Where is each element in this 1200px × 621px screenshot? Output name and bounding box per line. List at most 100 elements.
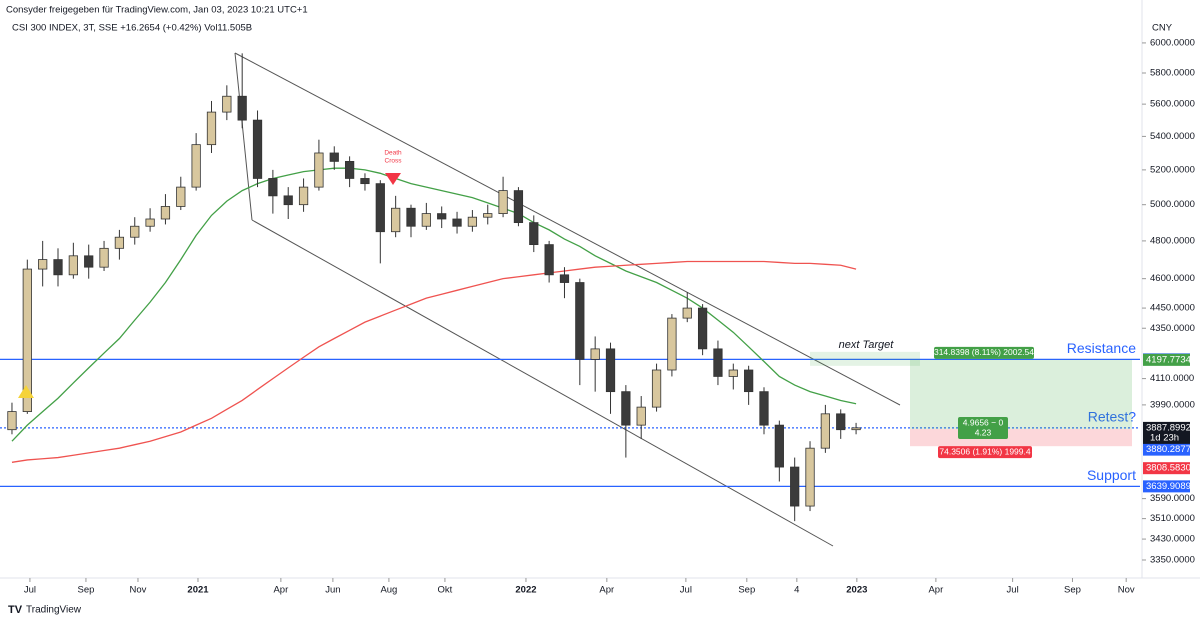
candle-body (437, 213, 447, 220)
axis-marker-box (1143, 353, 1190, 366)
candle-body (851, 427, 861, 431)
candle-body (84, 255, 94, 268)
position-loss (910, 429, 1132, 447)
candle-body (483, 213, 493, 218)
x-tick-label: Sep (1064, 585, 1081, 596)
candle-body (114, 236, 125, 249)
candle-body (713, 348, 723, 377)
header-title: Consyder freigegeben für TradingView.com… (6, 5, 308, 16)
y-tick-label: 5000.0000 (1150, 199, 1195, 210)
candle-body (605, 348, 616, 393)
candle-body (759, 391, 769, 426)
channel-side (234, 52, 253, 221)
x-tick-label: Aug (380, 585, 397, 596)
moving-average (11, 167, 857, 442)
candle-body (268, 178, 278, 197)
candle-body (53, 259, 63, 276)
candle-body (391, 207, 401, 233)
y-tick-label: 5800.0000 (1150, 68, 1195, 79)
candle-body (452, 218, 462, 227)
candle-body (513, 190, 524, 224)
candle-body (651, 369, 662, 408)
candle-body (7, 411, 17, 431)
position-profit (910, 359, 1132, 430)
x-tick-label: Apr (928, 585, 943, 596)
target-label: 314.8398 (8.11%) 2002.54 (934, 347, 1034, 357)
candle-body (38, 259, 48, 270)
candle-body (790, 466, 800, 507)
level-price-box (1143, 480, 1190, 493)
candle-body (559, 274, 570, 283)
candle-body (22, 268, 32, 412)
y-tick-label: 3350.0000 (1150, 555, 1195, 566)
candle-body (575, 282, 585, 360)
x-tick-label: Okt (438, 585, 453, 596)
candle-body (774, 424, 784, 468)
candle-body (697, 307, 708, 350)
next-target-zone (810, 351, 920, 366)
axis-marker-label: 3880.2877 (1146, 444, 1191, 455)
x-tick-label: Sep (77, 585, 94, 596)
y-tick-label: 4800.0000 (1150, 235, 1195, 246)
x-tick-label: Jun (325, 585, 340, 596)
candle-body (590, 348, 600, 360)
candle-body (636, 406, 646, 426)
y-tick-label: 6000.0000 (1150, 37, 1195, 48)
candle-body (206, 111, 217, 146)
candle-body (68, 255, 78, 276)
brand-logo: TV (8, 604, 23, 616)
brand: TradingView (26, 605, 82, 616)
header-symbol: CSI 300 INDEX, 3T, SSE +16.2654 (+0.42%)… (12, 23, 252, 34)
level-price-label: 3639.9089 (1146, 481, 1191, 492)
candle-body (820, 413, 831, 449)
level-name: Retest? (1088, 409, 1136, 425)
y-tick-label: 5600.0000 (1150, 99, 1195, 110)
death-cross-label: Cross (385, 158, 403, 165)
death-cross-label: Death (384, 150, 402, 157)
candle-body (360, 178, 370, 185)
x-tick-label: Apr (273, 585, 288, 596)
candle-body (145, 218, 155, 227)
candle-body (744, 369, 754, 393)
candle-body (160, 206, 171, 220)
stop-label-box (938, 446, 1032, 459)
candle-body (237, 95, 247, 121)
candle-body (544, 244, 554, 276)
death-cross-marker (385, 173, 401, 185)
candle-body (406, 207, 416, 227)
candle-body (682, 307, 692, 319)
y-tick-label: 4450.0000 (1150, 303, 1195, 314)
next-target-label: next Target (839, 339, 895, 351)
last-price-label: 3887.8992 (1146, 422, 1191, 433)
y-tick-label: 3510.0000 (1150, 513, 1195, 524)
x-tick-label: Nov (1118, 585, 1135, 596)
axis-marker-box (1143, 462, 1190, 475)
axis-marker-label: 4197.7734 (1146, 354, 1191, 365)
candle-body (130, 225, 140, 238)
candle-body (667, 317, 677, 371)
moving-average (11, 260, 857, 463)
cross-marker (18, 385, 34, 398)
candle-body (191, 144, 201, 188)
x-tick-label: 2022 (515, 585, 536, 596)
axis-marker-label: 3808.5830 (1146, 463, 1191, 474)
y-tick-label: 4350.0000 (1150, 323, 1195, 334)
candle-body (836, 413, 846, 431)
candle-body (176, 186, 186, 207)
candle-body (252, 119, 263, 179)
candle-body (329, 152, 339, 162)
x-tick-label: Jul (1007, 585, 1019, 596)
target-label-box (934, 346, 1034, 359)
channel-upper (234, 52, 901, 406)
candle-body (283, 195, 293, 206)
x-tick-label: 4 (794, 585, 799, 596)
y-tick-label: 3430.0000 (1150, 534, 1195, 545)
stop-label: 74.3506 (1.91%) 1999.4 (939, 446, 1030, 456)
candle-body (467, 216, 478, 227)
channel-lower (251, 219, 834, 547)
y-tick-label: 3990.0000 (1150, 399, 1195, 410)
level-name: Support (1087, 467, 1136, 483)
ratio-sub: 4.23 (975, 427, 992, 437)
